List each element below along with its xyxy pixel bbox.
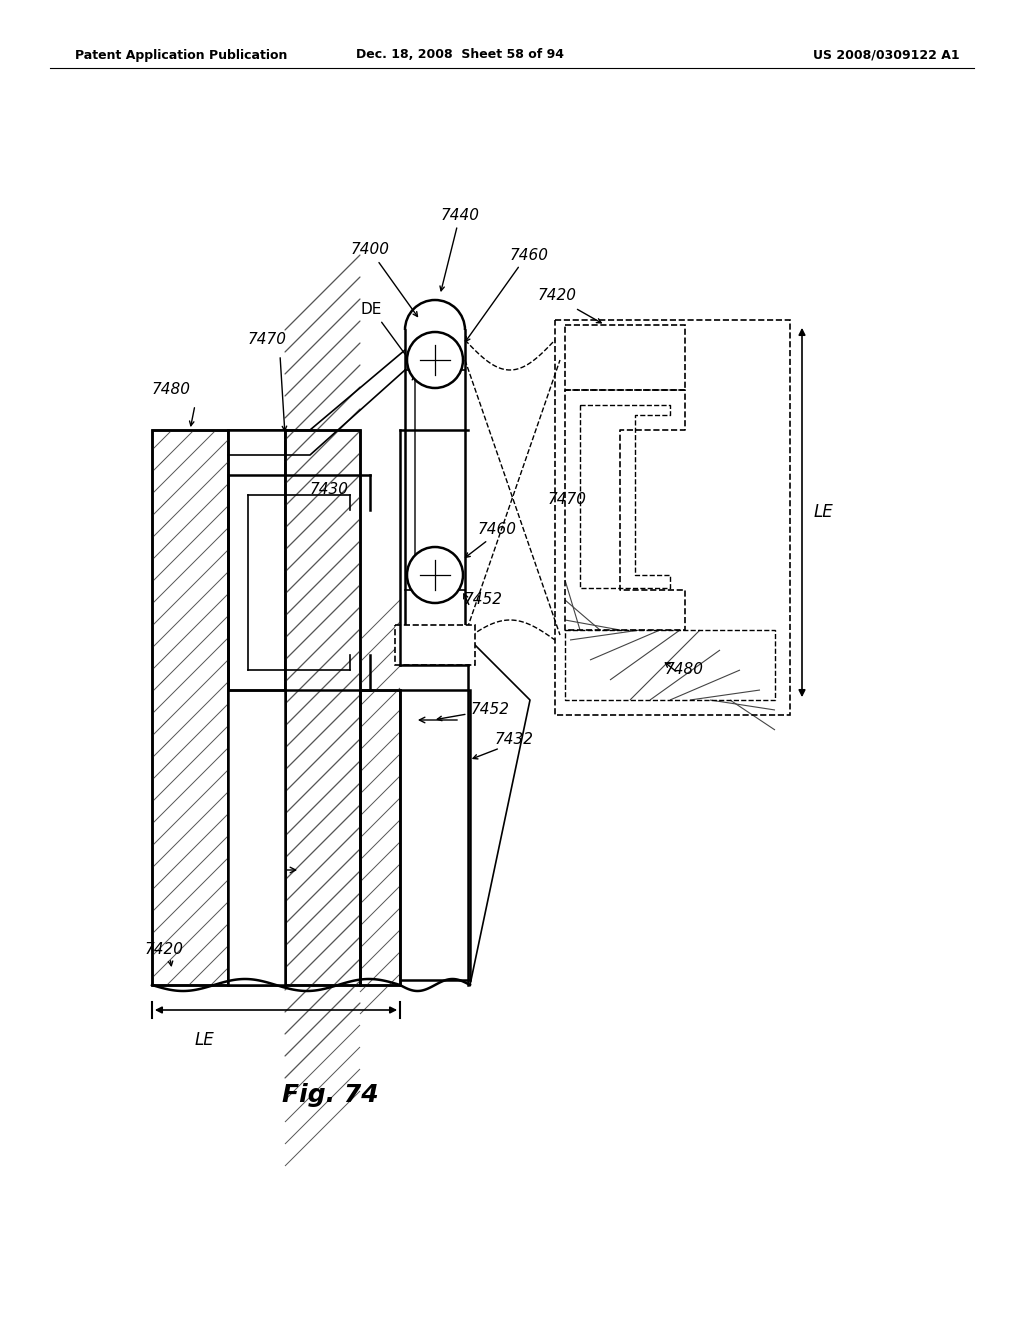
Text: US 2008/0309122 A1: US 2008/0309122 A1 — [813, 49, 961, 62]
Text: 7440: 7440 — [440, 207, 479, 290]
Text: Patent Application Publication: Patent Application Publication — [75, 49, 288, 62]
Bar — [360, 690, 400, 985]
Text: 7480: 7480 — [665, 663, 705, 677]
Bar — [565, 630, 775, 700]
Text: 7452: 7452 — [437, 702, 510, 721]
Bar — [400, 690, 470, 979]
Text: Fig. 74: Fig. 74 — [282, 1082, 378, 1107]
Text: 7400: 7400 — [350, 243, 418, 317]
Bar — [228, 690, 285, 985]
Text: 7430: 7430 — [310, 483, 349, 498]
Bar — [152, 430, 228, 985]
Bar — [360, 690, 400, 985]
Text: DE: DE — [360, 302, 381, 318]
Text: 7450: 7450 — [413, 638, 452, 652]
Bar — [285, 430, 360, 985]
Bar — [228, 430, 285, 985]
Circle shape — [407, 333, 463, 388]
Bar — [285, 430, 360, 985]
Text: 7452: 7452 — [464, 593, 503, 607]
Text: 7420: 7420 — [145, 942, 184, 957]
Circle shape — [407, 546, 463, 603]
Text: 7460: 7460 — [510, 248, 549, 263]
Text: 7420: 7420 — [538, 288, 577, 302]
Text: Dec. 18, 2008  Sheet 58 of 94: Dec. 18, 2008 Sheet 58 of 94 — [356, 49, 564, 62]
Text: LE: LE — [814, 503, 834, 521]
FancyBboxPatch shape — [565, 325, 685, 389]
Text: 7460: 7460 — [478, 523, 517, 537]
Bar — [395, 624, 475, 665]
Text: 7432: 7432 — [495, 733, 534, 747]
Bar — [152, 430, 228, 985]
Text: 7470: 7470 — [248, 333, 287, 347]
Text: LE: LE — [195, 1031, 215, 1049]
Text: 7470: 7470 — [548, 492, 587, 507]
Bar — [555, 319, 790, 715]
Text: 7480: 7480 — [152, 383, 191, 397]
